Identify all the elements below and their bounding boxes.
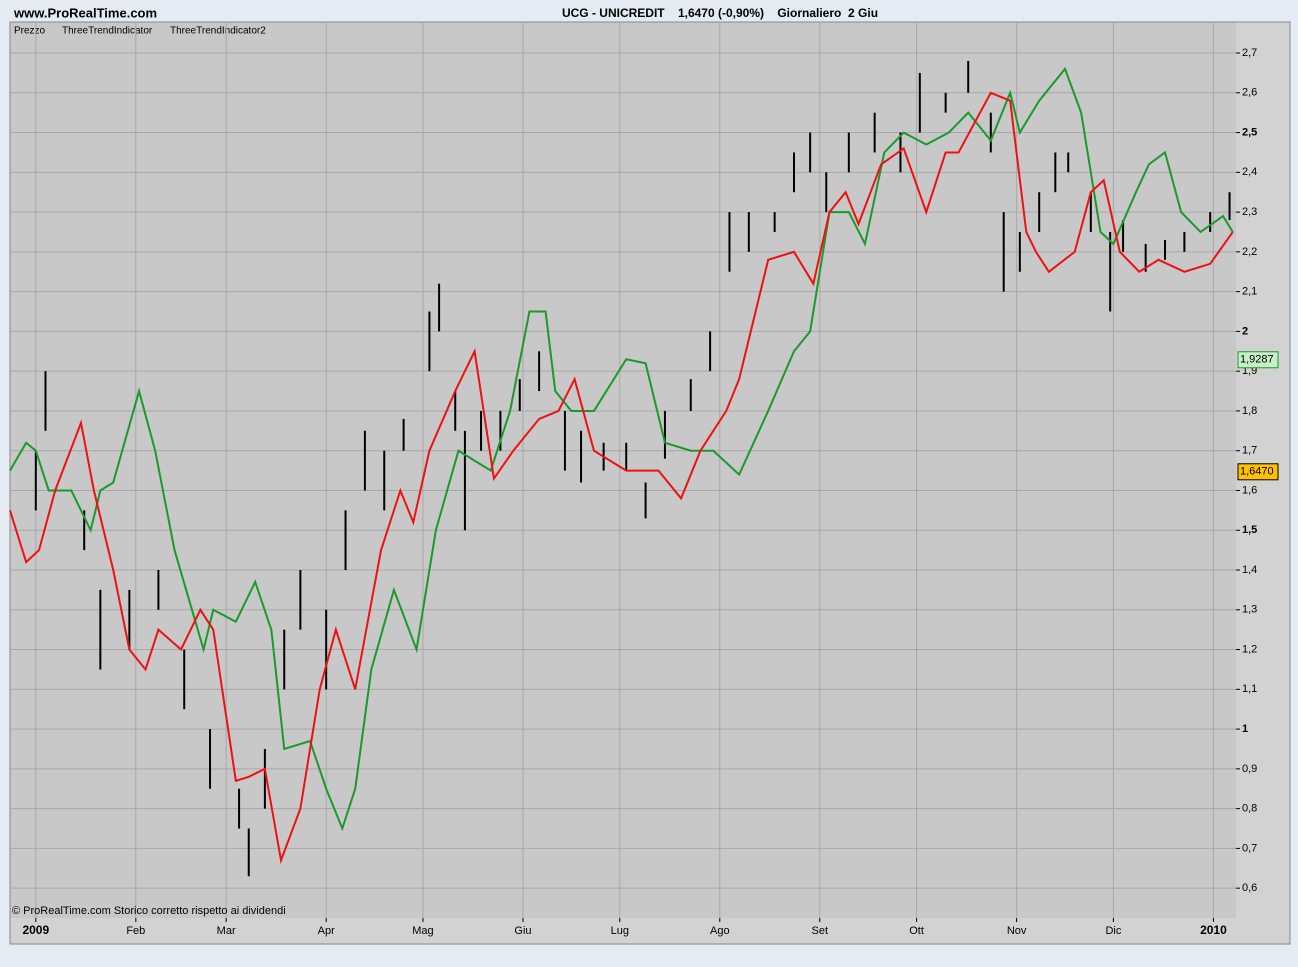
y-tick-label: 0,6 [1242, 882, 1257, 894]
site: www.ProRealTime.com [13, 5, 157, 20]
x-tick-label: Nov [1007, 925, 1027, 937]
y-tick-label: 2,5 [1242, 126, 1257, 138]
legend-entry: ThreeTrendIndicator [62, 26, 153, 37]
indicator-line [9, 91, 1234, 865]
y-tick-label: 0,9 [1242, 763, 1257, 775]
y-tick-label: 1,2 [1242, 643, 1257, 655]
x-tick-label: 2009 [22, 923, 49, 937]
y-tick-label: 2,4 [1242, 166, 1257, 178]
price-label: Prezzo [14, 26, 46, 37]
x-tick-label: Ago [710, 925, 730, 937]
y-tick-label: 1,4 [1242, 564, 1257, 576]
last-value-box [1237, 463, 1279, 481]
y-tick-label: 1,1 [1242, 683, 1257, 695]
last-value-box [1237, 351, 1279, 369]
y-tick-label: 2,7 [1242, 47, 1257, 59]
chart-title: UCG - UNICREDIT 1,6470 (-0,90%) Giornali… [562, 6, 878, 20]
x-tick-label: Mar [217, 925, 236, 937]
frame [9, 21, 1291, 945]
plot-area [10, 22, 1236, 918]
y-tick-label: 1,5 [1242, 524, 1257, 536]
y-tick-label: 0,7 [1242, 842, 1257, 854]
x-tick-label: 2010 [1200, 923, 1227, 937]
y-tick-label: 2,2 [1242, 246, 1257, 258]
x-tick-label: Giu [514, 925, 531, 937]
y-tick-label: 2,1 [1242, 286, 1257, 298]
x-axis-area [10, 918, 1290, 944]
indicator-line [9, 66, 1234, 832]
y-tick-label: 1,3 [1242, 604, 1257, 616]
footer: © ProRealTime.com Storico corretto rispe… [12, 905, 286, 917]
y-tick-label: 2 [1242, 325, 1248, 337]
x-tick-label: Lug [611, 925, 629, 937]
y-tick-label: 1,8 [1242, 405, 1257, 417]
x-tick-label: Set [812, 925, 829, 937]
y-tick-label: 2,6 [1242, 87, 1257, 99]
x-tick-label: Feb [126, 925, 145, 937]
y-tick-label: 0,8 [1242, 803, 1257, 815]
x-tick-label: Ott [909, 925, 924, 937]
last-value-label: 1,6470 [1240, 466, 1274, 478]
x-tick-label: Apr [318, 925, 335, 937]
legend-entry: ThreeTrendIndicator2 [170, 26, 266, 37]
x-tick-label: Mag [412, 925, 433, 937]
y-tick-label: 1 [1242, 723, 1248, 735]
y-tick-label: 1,6 [1242, 484, 1257, 496]
y-tick-label: 1,7 [1242, 445, 1257, 457]
x-tick-label: Dic [1105, 925, 1121, 937]
y-tick-label: 2,3 [1242, 206, 1257, 218]
last-value-label: 1,9287 [1240, 354, 1274, 366]
